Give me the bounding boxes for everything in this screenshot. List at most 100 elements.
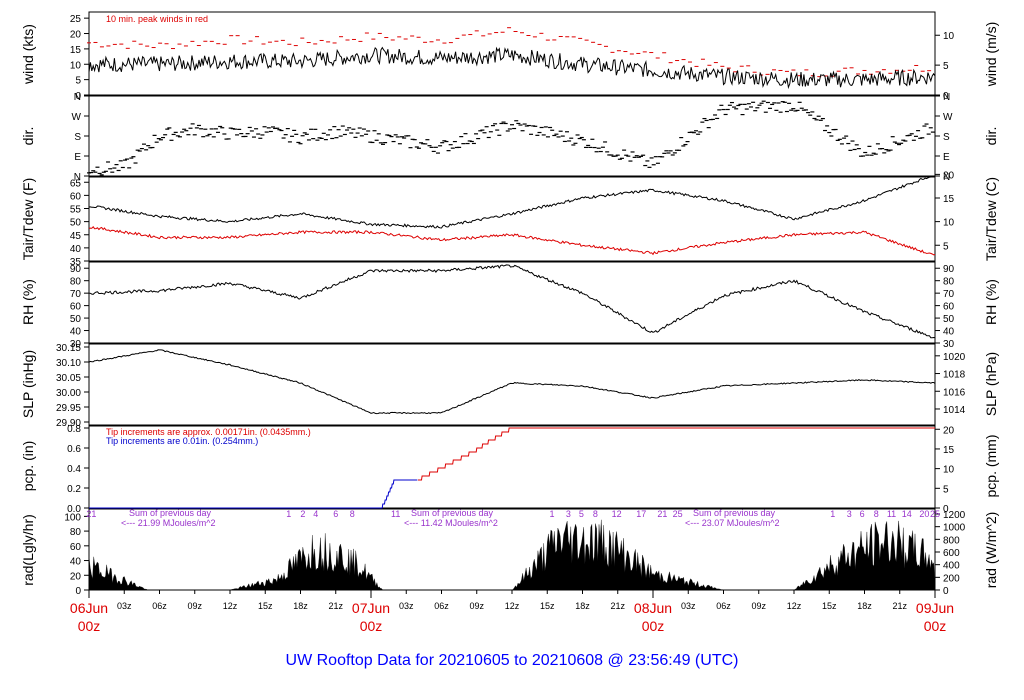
panel-rh: RH (%) RH (%) <box>20 279 999 325</box>
wind-frame <box>88 11 936 96</box>
temp-left-label: Tair/Tdew (F) <box>20 178 36 260</box>
temp-left-tick-label: 35 <box>70 257 82 268</box>
wind-series-line <box>88 46 936 90</box>
slp-right-tick-label: 1020 <box>943 352 966 363</box>
rh-right-tick-label: 50 <box>943 314 955 325</box>
day-date-label: 06Jun <box>70 600 108 616</box>
hour-tick-label: 15z <box>540 601 555 611</box>
rad-left-label: rad(Lgly/hr) <box>20 514 36 586</box>
rad-left-tick-label: 0 <box>75 586 81 597</box>
slp-left-tick-label: 29.90 <box>56 418 81 429</box>
wind-left-tick-label: 5 <box>75 76 81 87</box>
pcp-right-label: pcp. (mm) <box>983 435 999 498</box>
rh-right-label: RH (%) <box>983 279 999 325</box>
temp-right-tick-label: 10 <box>943 218 955 229</box>
panel-slp: SLP (inHg) SLP (hPa) <box>20 350 999 418</box>
temp-right-tick-label: 15 <box>943 194 955 205</box>
temp-left-tick-label: 40 <box>70 244 82 255</box>
day-date-label: 08Jun <box>634 600 672 616</box>
rad-day-mark: 21 <box>86 509 96 519</box>
pcp-frame <box>88 425 936 509</box>
rad-day-mark: 25 <box>673 509 683 519</box>
rad-day-mark: 3 <box>566 509 571 519</box>
day-hour-label: 00z <box>78 618 101 634</box>
rh-left-tick-label: 80 <box>70 277 82 288</box>
rad-left-tick-label: 60 <box>70 542 82 553</box>
rad-right-tick-label: 1200 <box>943 510 966 521</box>
page-title: UW Rooftop Data for 20210605 to 20210608… <box>286 652 739 669</box>
pcp-series-line <box>418 427 935 481</box>
pcp-left-tick-label: 0.0 <box>67 504 81 515</box>
rad-day-mark: 8 <box>350 509 355 519</box>
rad-day-mark: 6 <box>333 509 338 519</box>
rad-right-tick-label: 800 <box>943 535 960 546</box>
slp-left-label: SLP (inHg) <box>20 350 36 418</box>
rad-right-label: rad (W/m^2) <box>983 512 999 589</box>
temp-right-tick-label: 20 <box>943 170 955 181</box>
hour-tick-label: 06z <box>716 601 731 611</box>
slp-left-tick-label: 30.10 <box>56 358 81 369</box>
rh-right-tick-label: 40 <box>943 327 955 338</box>
pcp-left-label: pcp. (in) <box>20 441 36 492</box>
temp-left-tick-label: 55 <box>70 205 82 216</box>
hour-tick-label: 18z <box>575 601 590 611</box>
day-date-label: 07Jun <box>352 600 390 616</box>
hour-tick-label: 09z <box>187 601 202 611</box>
temp-left-tick-label: 50 <box>70 218 82 229</box>
day-hour-label: 00z <box>924 618 947 634</box>
rad-right-tick-label: 1000 <box>943 523 966 534</box>
rh-right-tick-label: 60 <box>943 302 955 313</box>
rad-sum-1-line1: Sum of previous day <box>129 508 212 518</box>
wind-right-tick-label: 5 <box>943 61 949 72</box>
pcp-left-tick-label: 0.8 <box>67 424 81 435</box>
rad-day-mark: 5 <box>579 509 584 519</box>
pcp-right-tick-label: 15 <box>943 445 955 456</box>
rad-sum-2-line1: Sum of previous day <box>411 508 494 518</box>
dir-left-tick-label: N <box>74 172 81 183</box>
rh-left-label: RH (%) <box>20 279 36 325</box>
dir-right-tick-label: W <box>943 112 953 123</box>
dir-right-tick-label: E <box>943 152 950 163</box>
dir-frame <box>88 95 936 177</box>
pcp-left-tick-label: 0.2 <box>67 484 81 495</box>
day-hour-label: 00z <box>360 618 383 634</box>
dir-left-tick-label: N <box>74 92 81 103</box>
dir-left-tick-label: W <box>72 112 82 123</box>
wind-left-tick-label: 10 <box>70 60 82 71</box>
hour-tick-label: 21z <box>892 601 907 611</box>
hour-tick-label: 15z <box>822 601 837 611</box>
dir-left-tick-label: E <box>74 152 81 163</box>
rh-right-tick-label: 90 <box>943 264 955 275</box>
rad-day-mark: 8 <box>874 509 879 519</box>
wind-left-tick-label: 25 <box>70 14 82 25</box>
temp-right-tick-label: 5 <box>943 241 949 252</box>
temp-frame <box>88 176 936 262</box>
slp-left-tick-label: 29.95 <box>56 403 81 414</box>
hour-tick-label: 18z <box>857 601 872 611</box>
rad-left-tick-label: 40 <box>70 557 82 568</box>
rad-day-mark: 11 <box>391 509 400 519</box>
rad-frame <box>88 508 936 591</box>
rad-day-mark: 3 <box>847 509 852 519</box>
wind-left-tick-label: 20 <box>70 30 82 41</box>
day-date-label: 09Jun <box>916 600 954 616</box>
pcp-left-tick-label: 0.4 <box>67 464 81 475</box>
slp-frame <box>88 343 936 426</box>
pcp-left-tick-label: 0.6 <box>67 444 81 455</box>
pcp-right-tick-label: 5 <box>943 484 949 495</box>
slp-left-tick-label: 30.05 <box>56 373 81 384</box>
wind-right-tick-label: 10 <box>943 31 955 42</box>
rad-sum-3-line1: Sum of previous day <box>693 508 776 518</box>
wind-right-label: wind (m/s) <box>983 22 999 88</box>
rad-right-tick-label: 200 <box>943 573 960 584</box>
pcp-right-tick-label: 20 <box>943 425 955 436</box>
rh-left-tick-label: 90 <box>70 264 82 275</box>
dir-right-tick-label: N <box>943 92 950 103</box>
rad-series-area <box>88 519 936 591</box>
rad-day-mark: 1 <box>549 509 554 519</box>
rad-left-tick-label: 100 <box>64 512 81 523</box>
rad-day-mark: 6 <box>860 509 865 519</box>
hour-tick-label: 15z <box>258 601 273 611</box>
hour-tick-label: 03z <box>399 601 414 611</box>
